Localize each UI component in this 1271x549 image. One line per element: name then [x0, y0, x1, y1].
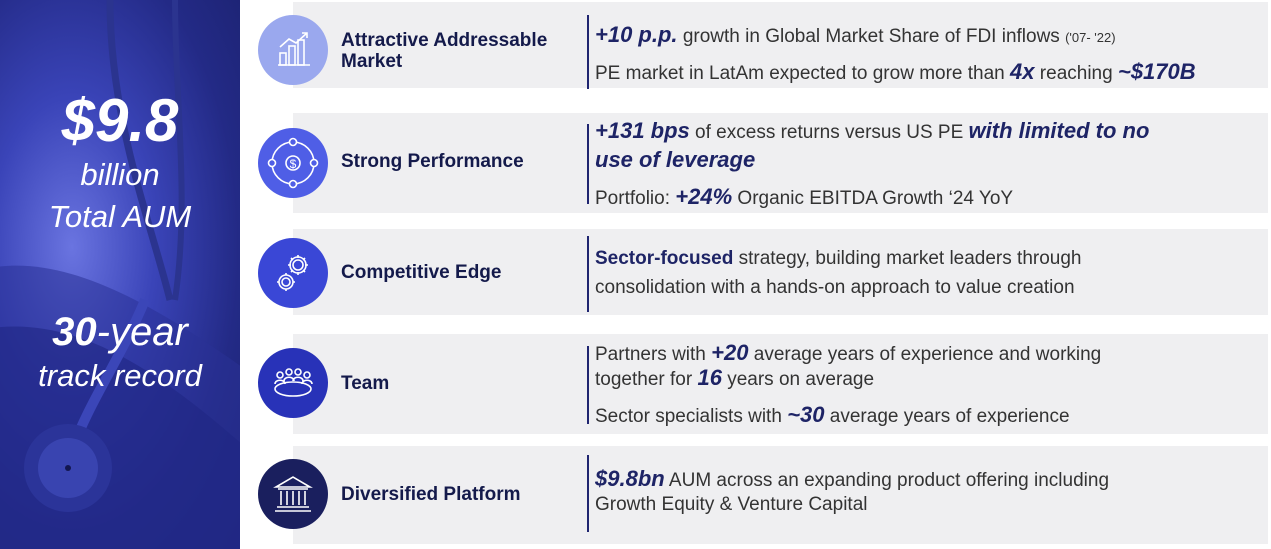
aum-label: Total AUM [48, 199, 192, 234]
row-line: $9.8bn AUM across an expanding product o… [595, 466, 1109, 493]
bank-building-icon [258, 459, 328, 529]
svg-text:$: $ [290, 157, 297, 171]
text: Growth Equity & Venture Capital [595, 494, 868, 515]
highlight: 16 [697, 365, 722, 390]
row-line: +10 p.p. growth in Global Market Share o… [595, 22, 1116, 50]
dollar-cycle-icon: $ [258, 128, 328, 198]
stethoscope-image [0, 0, 240, 549]
highlight: ~$170B [1117, 59, 1196, 84]
highlight: +24% [675, 184, 733, 209]
bar-chart-icon [258, 15, 328, 85]
row-line: PE market in LatAm expected to grow more… [595, 59, 1196, 86]
text: years on average [721, 369, 875, 390]
text: Organic EBITDA Growth ‘24 YoY [732, 188, 1014, 209]
text: reaching [1034, 63, 1118, 84]
row-competitive-edge [293, 229, 1268, 315]
years-number: 30 [52, 310, 97, 354]
highlight: ~30 [787, 402, 825, 427]
row-title: Diversified Platform [341, 484, 521, 505]
highlight: +10 p.p. [595, 22, 678, 47]
years-line: 30-year [0, 310, 240, 355]
gears-icon [258, 238, 328, 308]
highlight: use of leverage [595, 147, 756, 172]
text: of excess returns versus US PE [689, 122, 969, 143]
row-title: Competitive Edge [341, 262, 502, 283]
row-line: +131 bps of excess returns versus US PE … [595, 118, 1149, 145]
highlight: Sector-focused [595, 248, 734, 269]
team-table-icon [258, 348, 328, 418]
row-title: Attractive Addressable Market [341, 30, 548, 72]
row-addressable-market [293, 2, 1268, 88]
aum-value: $9.8 [61, 87, 179, 154]
highlight: with limited to no [968, 118, 1150, 143]
text: Sector specialists with [595, 406, 788, 427]
row-line: Partners with +20 average years of exper… [595, 340, 1101, 367]
row-team [293, 334, 1268, 434]
row-diversified-platform [293, 446, 1268, 544]
row-line: together for 16 years on average [595, 365, 874, 392]
text: average years of experience [824, 406, 1070, 427]
aum-unit: billion [80, 157, 160, 192]
hero-panel: $9.8 billion Total AUM 30-year track rec… [0, 0, 240, 549]
divider [587, 236, 589, 312]
row-line: consolidation with a hands-on approach t… [595, 275, 1075, 300]
divider [587, 455, 589, 532]
divider [587, 346, 589, 424]
highlight: $9.8bn [595, 466, 665, 491]
row-line: Portfolio: +24% Organic EBITDA Growth ‘2… [595, 184, 1013, 211]
divider [587, 124, 589, 204]
years-suffix: -year [96, 310, 188, 354]
row-title: Team [341, 373, 390, 394]
text: AUM across an expanding product offering… [664, 470, 1110, 491]
years-label: track record [38, 358, 202, 393]
row-strong-performance [293, 113, 1268, 213]
row-line: Sector-focused strategy, building market… [595, 246, 1081, 271]
footnote: ('07- '22) [1065, 30, 1116, 45]
text: PE market in LatAm expected to grow more… [595, 63, 1011, 84]
highlight: +131 bps [595, 118, 690, 143]
text: Partners with [595, 344, 712, 365]
text: Portfolio: [595, 188, 676, 209]
row-line: use of leverage [595, 147, 755, 174]
row-line: Sector specialists with ~30 average year… [595, 402, 1070, 429]
row-title: Strong Performance [341, 151, 524, 172]
highlight: +20 [711, 340, 749, 365]
text: strategy, building market leaders throug… [733, 248, 1082, 269]
text: growth in Global Market Share of FDI inf… [677, 26, 1066, 47]
text: together for [595, 369, 698, 390]
divider [587, 15, 589, 89]
highlight: 4x [1010, 59, 1035, 84]
text: average years of experience and working [748, 344, 1102, 365]
row-line: Growth Equity & Venture Capital [595, 492, 867, 517]
text: consolidation with a hands-on approach t… [595, 277, 1075, 298]
